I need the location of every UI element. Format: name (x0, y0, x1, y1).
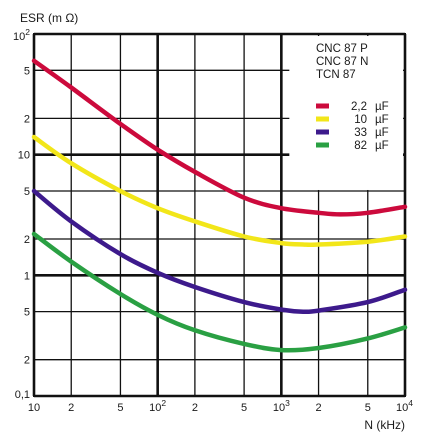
y-tick-label: 2 (24, 234, 30, 246)
legend-header-line: TCN 87 (316, 69, 356, 81)
legend-unit: µF (375, 127, 389, 139)
series-line-2-2-f (31, 58, 408, 217)
x-tick-label: 10 (28, 402, 40, 414)
y-tick-label: 0,1 (15, 389, 30, 401)
y-axis-label: ESR (m Ω) (20, 11, 78, 25)
x-tick-label: 104 (396, 398, 413, 414)
x-tick-label: 5 (365, 402, 371, 414)
series-line-33-f (31, 188, 408, 315)
legend-value: 2,2 (351, 101, 367, 113)
legend-value: 33 (354, 127, 367, 139)
legend-panel (289, 36, 403, 190)
y-tick-label: 5 (24, 65, 30, 77)
legend-header-line: CNC 87 P (316, 43, 368, 55)
x-axis-label: N (kHz) (364, 418, 405, 432)
x-tick-label: 102 (149, 398, 166, 414)
legend-unit: µF (375, 114, 389, 126)
plot-frame (33, 33, 406, 397)
series-group (31, 58, 408, 353)
legend-unit: µF (375, 140, 389, 152)
legend-box (289, 36, 403, 190)
legend-header-line: CNC 87 N (316, 56, 368, 68)
x-tick-label: 5 (117, 402, 123, 414)
x-tick-label: 2 (315, 402, 321, 414)
y-tick-label: 1 (24, 270, 30, 282)
legend-value: 10 (354, 114, 367, 126)
x-tick-label: 103 (273, 398, 290, 414)
series-line-10-f (31, 134, 408, 248)
y-tick-label: 5 (24, 307, 30, 319)
x-tick-label: 2 (68, 402, 74, 414)
x-tick-label: 2 (192, 402, 198, 414)
legend-unit: µF (375, 101, 389, 113)
y-tick-label: 2 (24, 113, 30, 125)
y-tick-label: 102 (13, 27, 30, 43)
y-tick-label: 5 (24, 186, 30, 198)
y-tick-label: 10 (18, 150, 30, 162)
series-line-82-f (31, 231, 408, 353)
legend-value: 82 (354, 140, 367, 152)
x-tick-label: 5 (241, 402, 247, 414)
y-tick-label: 2 (24, 355, 30, 367)
grid (32, 32, 407, 398)
